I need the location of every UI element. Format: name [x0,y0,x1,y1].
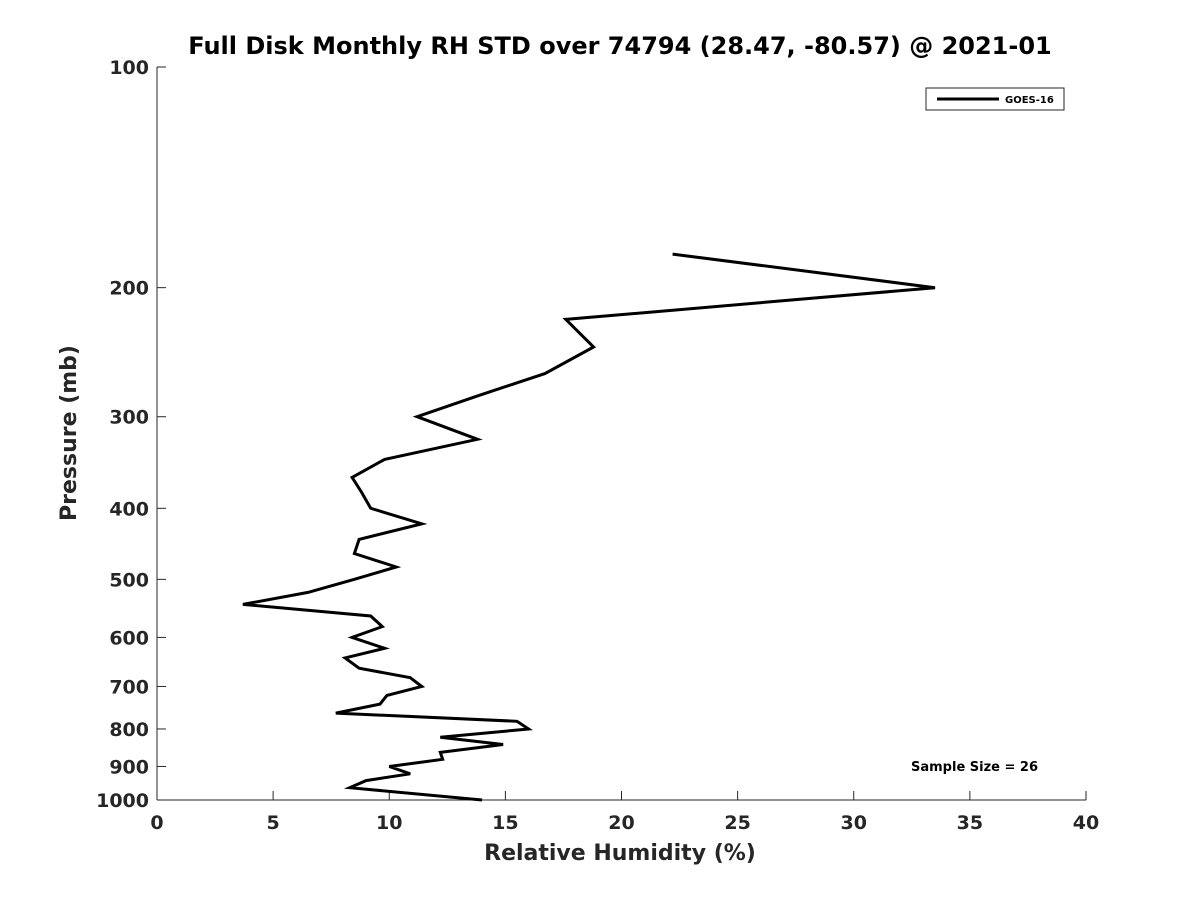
y-tick-label: 200 [109,278,149,300]
y-tick-label: 300 [109,407,149,429]
y-axis-ticks: 100 200 300 400 500 600 700 800 900 1000 [96,57,166,812]
x-tick-label: 35 [957,812,983,834]
x-tick-label: 15 [492,812,518,834]
y-tick-label: 100 [109,57,149,79]
y-tick-label: 600 [109,627,149,649]
y-tick-label: 700 [109,676,149,698]
y-axis-label: Pressure (mb) [57,345,82,521]
series-group [242,252,936,802]
x-axis-label: Relative Humidity (%) [484,841,756,866]
sample-size-annotation: Sample Size = 26 [911,760,1038,775]
y-tick-label: 800 [109,719,149,741]
x-axis-ticks: 0 5 10 15 20 25 30 35 40 [150,791,1099,834]
x-tick-label: 25 [724,812,750,834]
x-tick-label: 40 [1073,812,1099,834]
x-tick-label: 30 [841,812,867,834]
plot-area [156,67,1086,801]
x-tick-label: 0 [150,812,163,834]
y-tick-label: 1000 [96,790,149,812]
legend-entry-goes-16: GOES-16 [1005,95,1054,106]
x-tick-label: 20 [608,812,634,834]
y-tick-label: 400 [109,498,149,520]
y-tick-label: 500 [109,569,149,591]
x-tick-label: 10 [376,812,402,834]
legend: GOES-16 [925,87,1065,111]
series-line-goes-16 [242,252,936,802]
chart-title: Full Disk Monthly RH STD over 74794 (28.… [188,32,1051,60]
y-tick-label: 900 [109,756,149,778]
x-tick-label: 5 [267,812,280,834]
